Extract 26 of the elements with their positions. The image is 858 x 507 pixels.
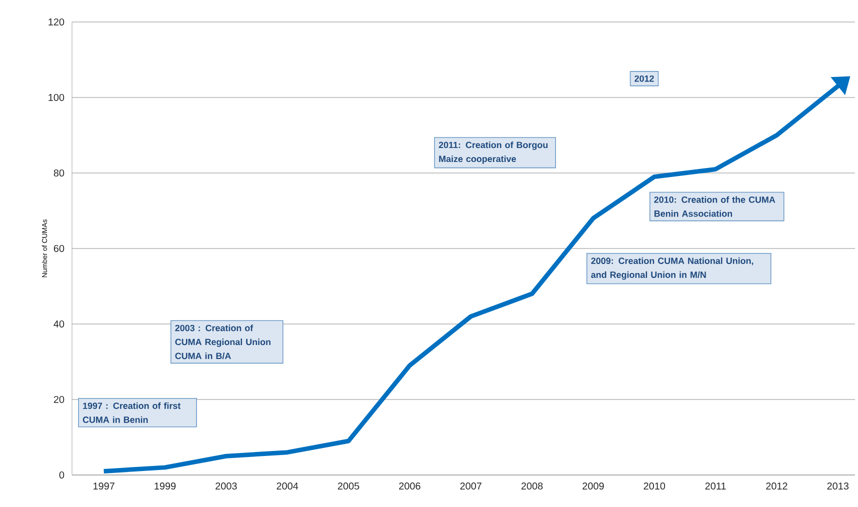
x-tick-label: 2012	[766, 482, 788, 490]
x-tick-label: 1999	[154, 482, 176, 490]
x-tick-label: 1997	[94, 482, 114, 490]
annotation: 2009: Creation CUMA National Union, and Regional Union in M/N	[591, 257, 754, 280]
y-tick-label: 0	[59, 471, 64, 479]
annotation: 1997 : Creation of first CUMA in Benin	[82, 402, 181, 423]
annotation: 2011: Creation of Borgou Maize cooperative	[438, 142, 548, 164]
x-tick-label: 2006	[399, 482, 420, 490]
y-tick-label: 20	[54, 396, 64, 404]
y-tick-label: 40	[54, 320, 64, 328]
y-tick-label: 100	[48, 94, 64, 102]
x-tick-label: 2003	[216, 482, 237, 490]
x-tick-label: 2004	[276, 482, 298, 490]
annotation: 2012	[634, 75, 654, 82]
x-tick-label: 2009	[582, 482, 604, 490]
x-tick-label: 2010	[644, 482, 666, 490]
x-tick-label: 2013	[827, 482, 849, 490]
y-tick-label: 120	[48, 18, 64, 26]
y-tick-label: 60	[54, 244, 64, 252]
x-tick-label: 2011	[705, 482, 726, 490]
y-tick-label: 80	[54, 169, 64, 177]
x-tick-label: 2007	[460, 482, 482, 490]
x-tick-label: 2005	[338, 482, 360, 490]
annotation: 2003 : Creation of CUMA Regional Union CUMA in B/A	[175, 324, 270, 360]
annotation: 2010: Creation of the CUMA Benin Association	[654, 196, 776, 217]
x-tick-label: 2008	[521, 482, 543, 490]
